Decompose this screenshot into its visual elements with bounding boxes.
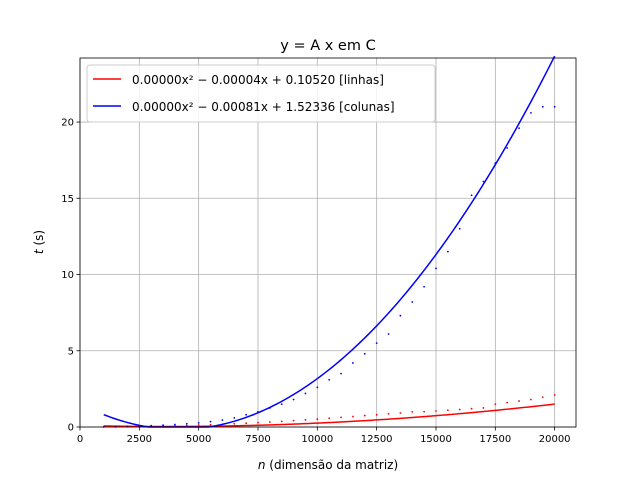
data-point-1-37	[541, 105, 544, 108]
data-point-1-12	[245, 413, 248, 416]
data-point-1-18	[316, 386, 319, 389]
x-tick-label-2: 5000	[186, 434, 211, 445]
data-point-0-9	[209, 423, 212, 426]
data-point-1-22	[363, 352, 366, 355]
data-point-0-23	[375, 413, 378, 416]
x-tick-label-4: 10000	[301, 434, 333, 445]
data-point-1-25	[399, 314, 402, 317]
data-point-1-13	[257, 410, 259, 413]
x-tick-label-5: 12500	[361, 434, 393, 445]
data-point-1-11	[233, 416, 236, 419]
data-point-1-7	[185, 422, 188, 425]
data-point-1-32	[482, 180, 485, 183]
data-point-1-21	[352, 362, 354, 364]
data-point-0-12	[245, 422, 248, 425]
data-point-1-30	[458, 227, 461, 230]
y-axis-label-text: (s)	[32, 230, 46, 249]
data-point-0-37	[541, 396, 544, 399]
data-point-1-26	[411, 301, 414, 303]
data-point-1-23	[375, 342, 378, 345]
data-point-1-35	[518, 127, 520, 130]
x-tick-label-1: 2500	[127, 434, 152, 445]
data-point-0-34	[506, 401, 509, 404]
data-point-0-15	[280, 420, 283, 423]
x-axis-label-text: (dimensão da matriz)	[265, 458, 398, 472]
legend: 0.00000x² − 0.00004x + 0.10520 [linhas] …	[86, 64, 436, 123]
data-point-1-20	[340, 372, 342, 375]
data-point-0-13	[257, 421, 259, 424]
data-point-1-6	[174, 423, 176, 426]
data-point-0-11	[233, 422, 236, 425]
y-tick-label-1: 5	[68, 346, 74, 357]
plot-frame	[79, 57, 577, 428]
data-point-0-14	[268, 421, 271, 423]
data-point-0-16	[292, 419, 295, 422]
chart-title: y = A x em C	[280, 38, 375, 54]
data-point-0-31	[470, 407, 473, 410]
data-point-0-25	[399, 412, 402, 414]
data-point-0-36	[530, 398, 532, 401]
data-point-1-16	[292, 398, 295, 401]
x-tick-label-3: 7500	[245, 434, 270, 445]
data-point-1-29	[446, 250, 449, 253]
data-point-0-18	[316, 418, 319, 420]
data-point-0-38	[553, 394, 556, 396]
legend-label-colunas: 0.00000x² − 0.00081x + 1.52336 [colunas]	[132, 100, 395, 114]
data-point-0-20	[340, 416, 342, 419]
data-point-0-7	[185, 424, 188, 427]
x-axis-label-variable: n	[258, 458, 266, 472]
y-tick-label-3: 15	[61, 194, 74, 205]
y-tick-label-2: 10	[61, 270, 74, 281]
data-point-0-35	[518, 400, 520, 402]
x-axis-ticks: 0 2500 5000 7500 10000 12500 15000 17500 20000	[77, 427, 571, 445]
data-point-0-17	[304, 418, 307, 421]
data-point-1-3	[138, 425, 141, 427]
legend-label-linhas: 0.00000x² − 0.00004x + 0.10520 [linhas]	[132, 73, 384, 87]
data-point-0-32	[482, 407, 485, 409]
data-point-0-30	[458, 408, 461, 411]
data-point-1-4	[150, 424, 153, 427]
data-point-1-31	[470, 194, 473, 197]
data-point-1-28	[435, 267, 437, 270]
data-point-1-33	[494, 162, 497, 165]
data-point-1-38	[553, 105, 556, 108]
y-tick-label-4: 20	[61, 118, 74, 129]
x-tick-label-8: 20000	[539, 434, 571, 445]
data-point-0-24	[387, 412, 390, 415]
data-point-1-19	[328, 378, 331, 381]
legend-box	[86, 64, 436, 123]
data-point-0-27	[423, 410, 426, 413]
x-tick-label-7: 17500	[479, 434, 511, 445]
y-axis-ticks: 0 5 10 15 20	[61, 118, 80, 434]
data-point-0-8	[197, 424, 200, 426]
data-point-1-8	[197, 421, 200, 424]
data-point-0-26	[411, 411, 414, 413]
x-tick-label-6: 15000	[420, 434, 452, 445]
data-point-1-15	[280, 403, 283, 406]
data-point-1-36	[530, 111, 532, 114]
data-point-0-28	[435, 410, 437, 412]
y-axis-label: t (s)	[32, 230, 46, 254]
data-point-1-9	[209, 420, 212, 423]
data-point-1-17	[304, 392, 307, 395]
data-point-1-27	[423, 285, 426, 288]
data-point-0-19	[328, 417, 331, 420]
data-point-1-14	[268, 407, 271, 409]
data-point-1-5	[162, 424, 164, 427]
data-point-0-22	[363, 414, 366, 417]
x-tick-label-0: 0	[77, 434, 83, 445]
y-axis-label-variable: t	[32, 248, 46, 254]
data-point-0-21	[352, 415, 354, 418]
y-tick-label-0: 0	[68, 423, 74, 434]
data-point-0-29	[446, 409, 449, 412]
x-axis-label: n (dimensão da matriz)	[258, 458, 398, 472]
data-point-0-33	[494, 403, 497, 406]
data-point-1-34	[506, 147, 509, 149]
data-point-1-10	[221, 419, 224, 422]
data-point-1-24	[387, 333, 390, 335]
